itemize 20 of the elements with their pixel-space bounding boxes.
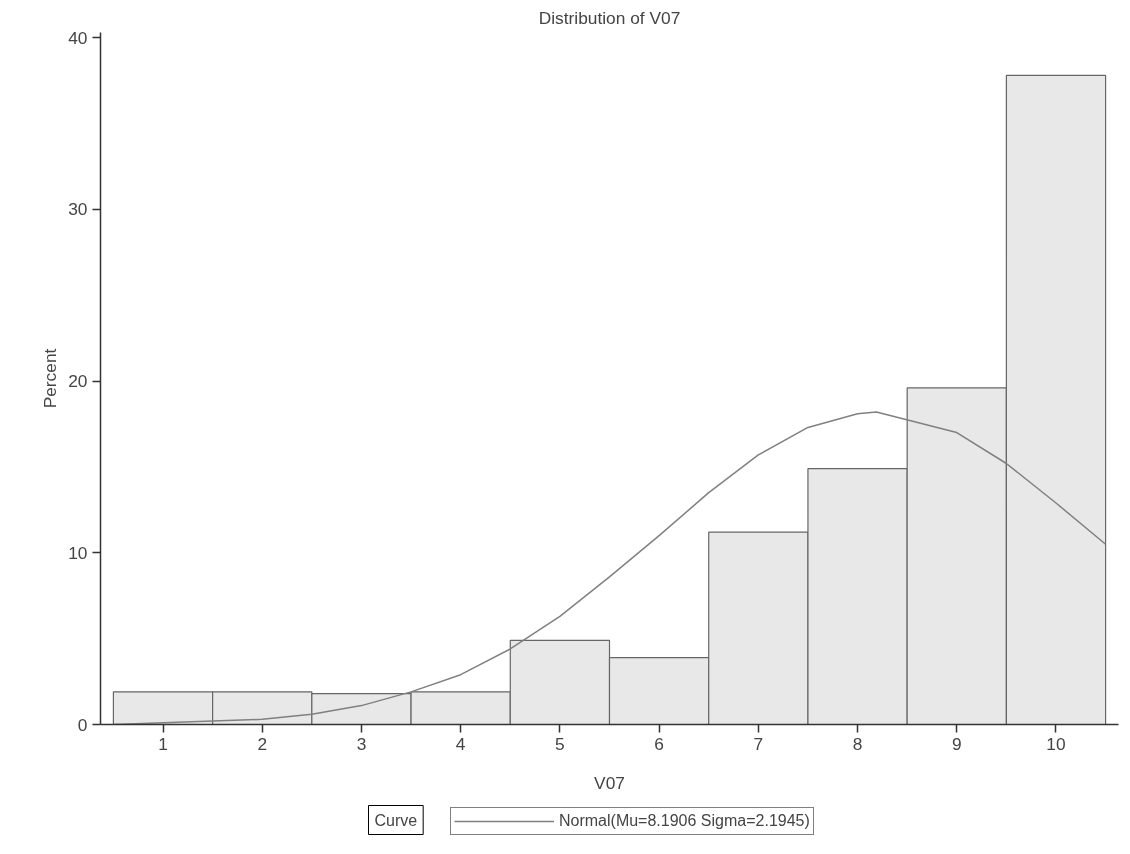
text: Normal(Mu=8.1906 Sigma=2.1945) [559, 812, 810, 830]
y-tick-label: 20 [68, 371, 88, 392]
legend-title: Curve [374, 811, 418, 829]
x-tick-label: 5 [555, 733, 565, 754]
x-tick-label: 9 [951, 733, 962, 754]
x-tick-label: 1 [158, 733, 168, 754]
x-tick-label: 7 [753, 733, 764, 754]
chart-title: Distribution of V07 [538, 7, 681, 28]
y-tick-label: 10 [68, 542, 88, 563]
y-tick-label: 30 [68, 199, 88, 220]
y-tick-label: 40 [68, 27, 88, 48]
x-tick-label: 10 [1046, 733, 1066, 754]
x-tick-label: 8 [852, 733, 863, 754]
x-tick-label: 6 [654, 733, 664, 754]
x-tick-label: 3 [356, 733, 367, 754]
x-tick-label: 4 [455, 733, 466, 754]
x-tick-label: 2 [257, 733, 268, 754]
y-axis-title: Percent [40, 348, 61, 409]
y-tick-label: 0 [77, 714, 88, 735]
x-axis-title: V07 [594, 772, 625, 793]
